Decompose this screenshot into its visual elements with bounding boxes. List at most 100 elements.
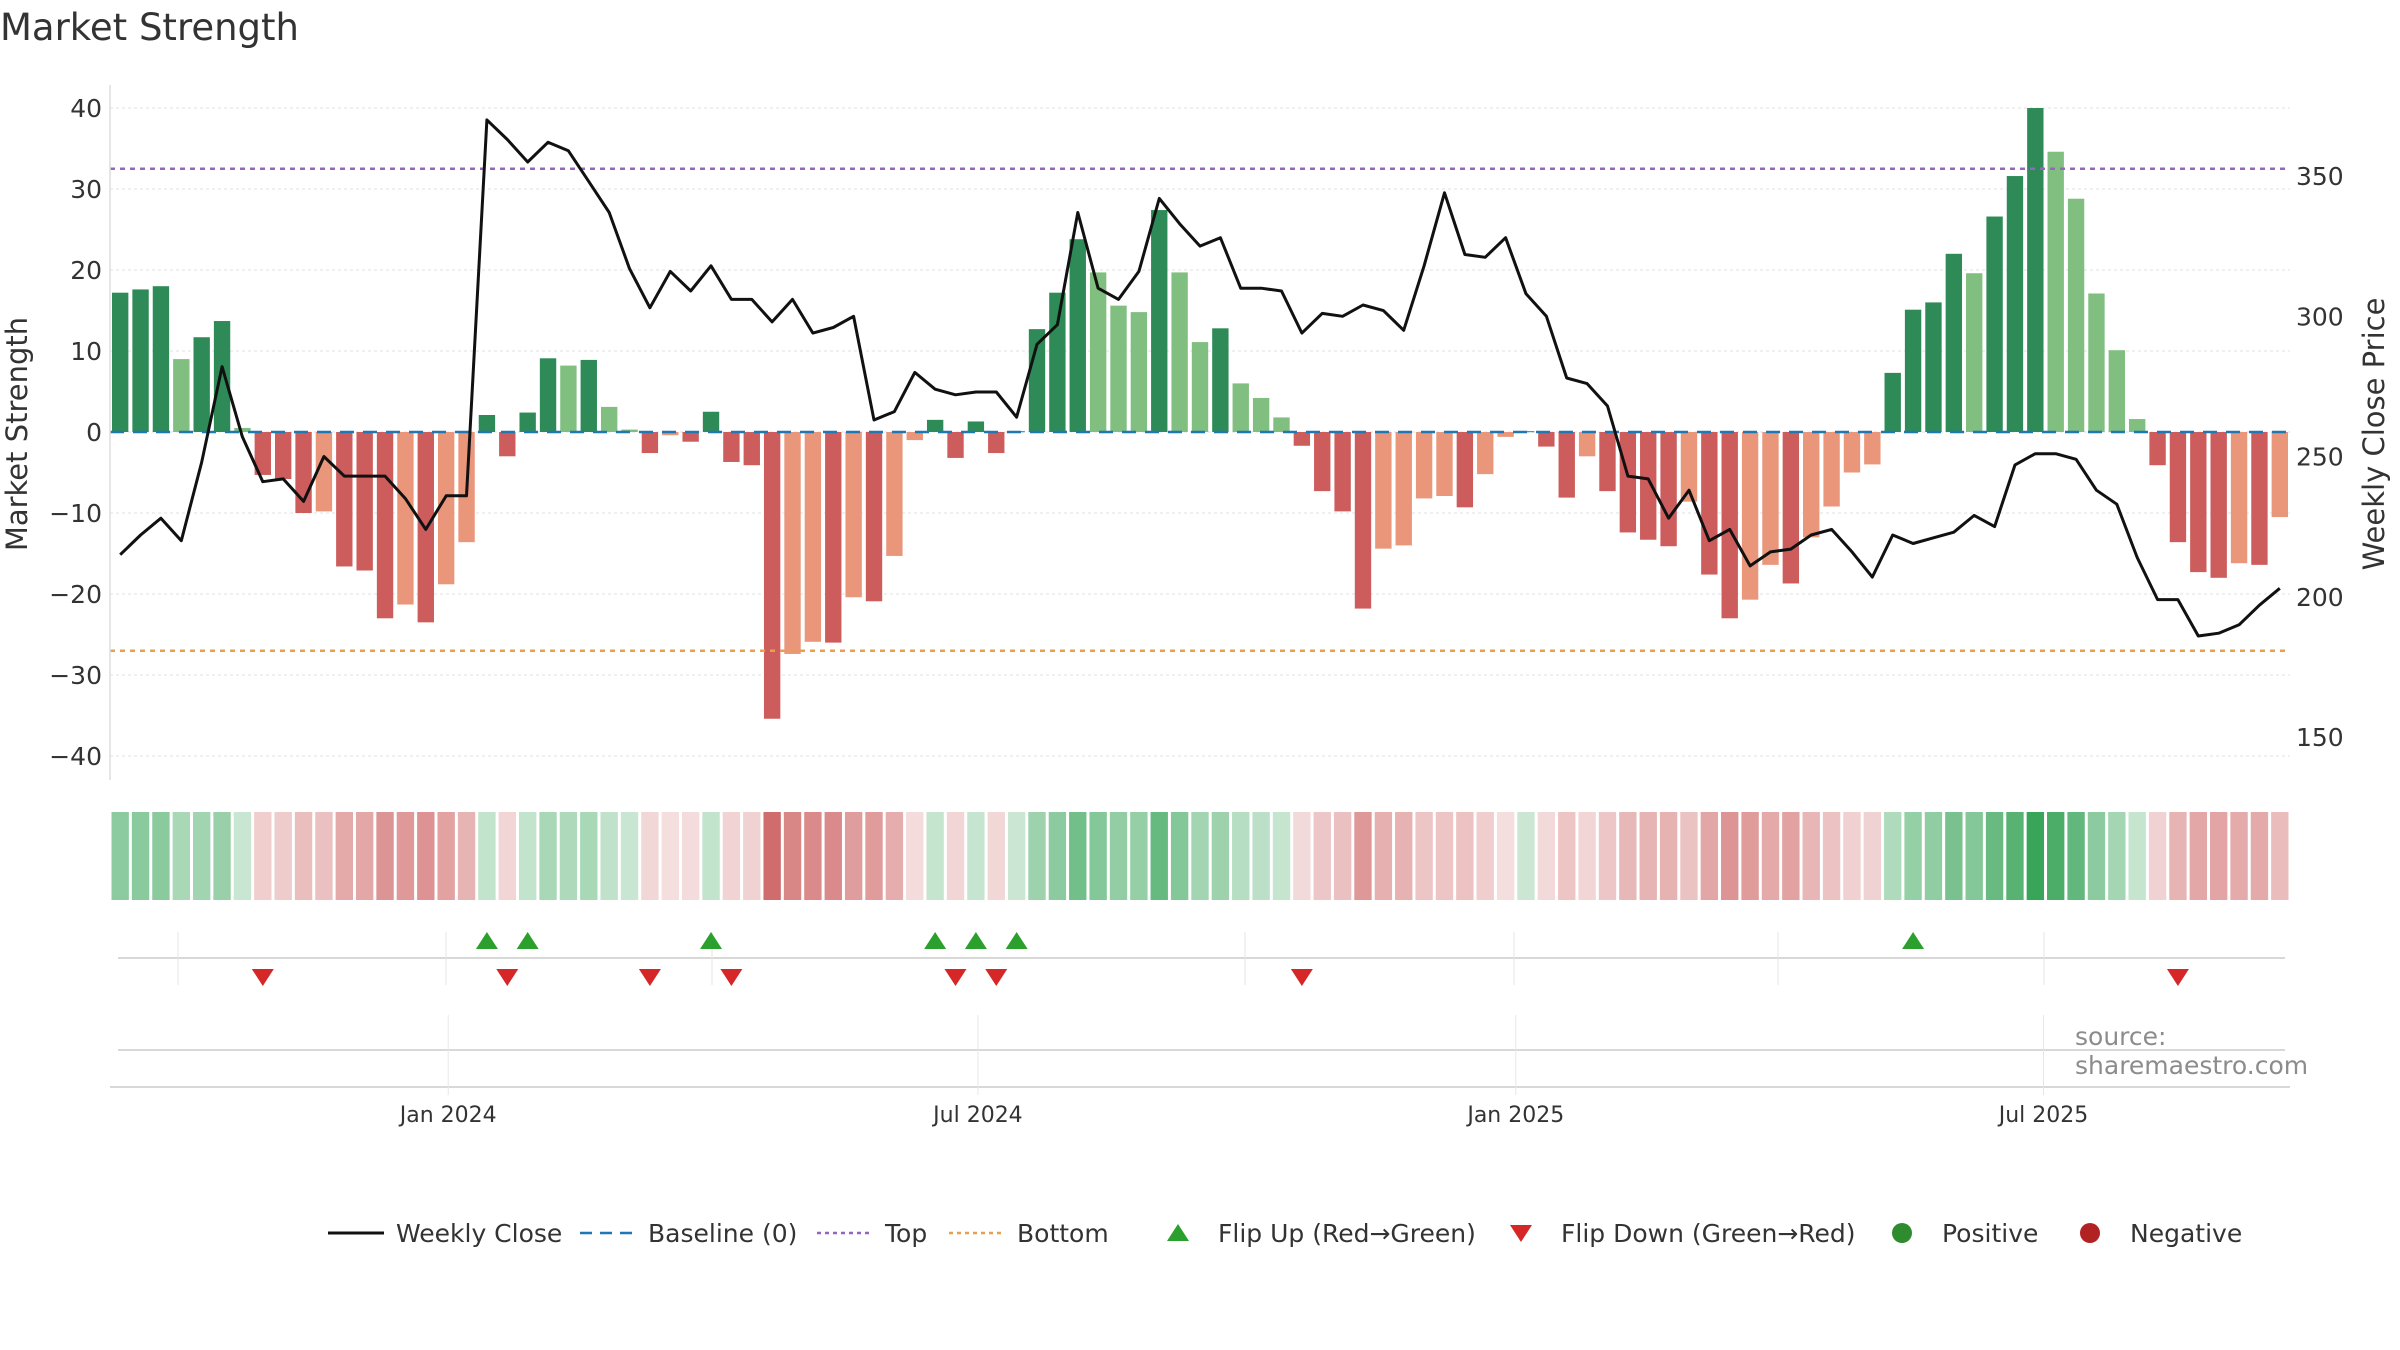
strength-bar: [213, 321, 231, 432]
heat-cell: [783, 812, 802, 900]
strength-bar: [1273, 417, 1290, 432]
strength-bar: [132, 289, 149, 432]
bottom-panel: [110, 1049, 2290, 1088]
legend-label: Bottom: [1017, 1218, 1109, 1248]
strength-bar: [600, 406, 618, 432]
flip-down-marker: [2166, 969, 2189, 986]
legend-item: Flip Down (Green→Red): [1491, 1208, 1856, 1258]
heat-cell: [1048, 812, 1067, 900]
strength-bar: [2169, 432, 2187, 543]
strength-bar: [1945, 253, 1963, 432]
weekly-close-line: [119, 118, 2281, 638]
x-axis: Jan 2024 Jul 2024 Jan 2025 Jul 2025: [398, 1015, 2088, 1128]
heat-cell: [1109, 812, 1128, 900]
heat-cell: [1619, 812, 1637, 900]
strength-bar: [2006, 176, 2024, 432]
legend-swatch: [949, 1231, 1005, 1235]
flip-up-marker: [516, 932, 539, 949]
legend-circle-icon: [2080, 1223, 2100, 1243]
strength-bar: [1497, 432, 1514, 437]
strength-bar: [1089, 272, 1107, 432]
strength-bar: [2149, 432, 2166, 466]
strength-bar: [865, 432, 883, 602]
heat-cell: [1537, 812, 1556, 900]
heat-cell: [1843, 812, 1861, 900]
strength-bar: [1640, 432, 1657, 540]
strength-bar: [1212, 328, 1229, 432]
heat-cell: [1965, 812, 1983, 900]
right-axis: 350 300 250 200 150: [2296, 162, 2344, 752]
strength-bar: [2088, 293, 2105, 432]
strength-bar: [1232, 383, 1249, 432]
y-tick-label: 30: [70, 175, 102, 204]
x-tick-label: Jul 2024: [931, 1103, 1023, 1128]
heat-cell: [1822, 812, 1841, 900]
legend-label: Baseline (0): [648, 1218, 798, 1248]
legend-item: Baseline (0): [578, 1208, 797, 1258]
heat-cell: [1089, 812, 1107, 900]
heat-cell: [844, 812, 863, 900]
strength-bar: [1599, 432, 1616, 492]
heat-cell: [376, 812, 394, 900]
strength-bar: [784, 432, 801, 654]
legend-label: Flip Up (Red→Green): [1218, 1218, 1476, 1248]
y-axis-label: Market Strength: [0, 317, 34, 551]
strength-bar: [926, 419, 944, 432]
strength-bar: [234, 427, 251, 432]
strength-bar: [519, 412, 536, 432]
strength-bar: [682, 432, 699, 442]
strength-bar: [2251, 432, 2268, 565]
strength-bar: [763, 432, 781, 719]
legend-item: Top: [815, 1208, 927, 1258]
heat-cell: [641, 812, 659, 900]
heat-cell: [620, 812, 639, 900]
strength-bar: [152, 286, 170, 432]
legend-circle-icon: [1892, 1223, 1912, 1243]
strength-bar: [845, 432, 862, 598]
flip-up-marker: [700, 932, 723, 949]
heat-cell: [396, 812, 415, 900]
strength-bar: [254, 432, 271, 475]
heat-cell: [131, 812, 150, 900]
heat-cell: [1924, 812, 1943, 900]
legend-item: Negative: [2060, 1208, 2242, 1258]
heat-cell: [1884, 812, 1902, 900]
strength-bar: [112, 292, 129, 432]
strength-bar: [662, 432, 679, 436]
strength-bar: [743, 432, 760, 466]
strength-bar: [723, 432, 740, 462]
strength-bar: [1782, 432, 1800, 584]
legend: Weekly Close Baseline (0) Top Bottom Flip Up…: [0, 1208, 2400, 1258]
heat-cell: [1985, 812, 2004, 900]
strength-bar: [1823, 432, 1840, 507]
heat-cell: [722, 812, 741, 900]
strength-bar: [1762, 432, 1779, 565]
heat-cell: [233, 812, 252, 900]
strength-bar: [1477, 432, 1494, 475]
heat-cell: [600, 812, 618, 900]
strength-bar: [2067, 198, 2085, 432]
heat-cell: [335, 812, 353, 900]
left-axis: 40 30 20 10 0 −10 −20 −30 −40: [49, 85, 111, 780]
heat-cell: [1232, 812, 1250, 900]
heat-cell: [906, 812, 924, 900]
heat-cell: [1354, 812, 1372, 900]
strength-bar: [2190, 432, 2207, 573]
strength-bar: [1803, 432, 1820, 538]
strength-bar: [1436, 432, 1453, 496]
strength-bar: [2271, 432, 2288, 518]
heat-cell: [254, 812, 272, 900]
strength-bar: [336, 432, 353, 567]
strength-bar: [1660, 432, 1677, 547]
strength-bar: [356, 432, 373, 571]
y-tick-label: 20: [70, 256, 102, 285]
heat-cell: [559, 812, 578, 900]
y2-tick-label: 150: [2296, 723, 2344, 752]
y-tick-label: −10: [49, 499, 102, 528]
heat-cell: [2026, 812, 2045, 900]
heat-cell: [1170, 812, 1189, 900]
flip-down-marker: [251, 969, 274, 986]
heat-cell: [580, 812, 598, 900]
heat-cell: [498, 812, 516, 900]
legend-swatch: [1892, 1223, 1912, 1243]
